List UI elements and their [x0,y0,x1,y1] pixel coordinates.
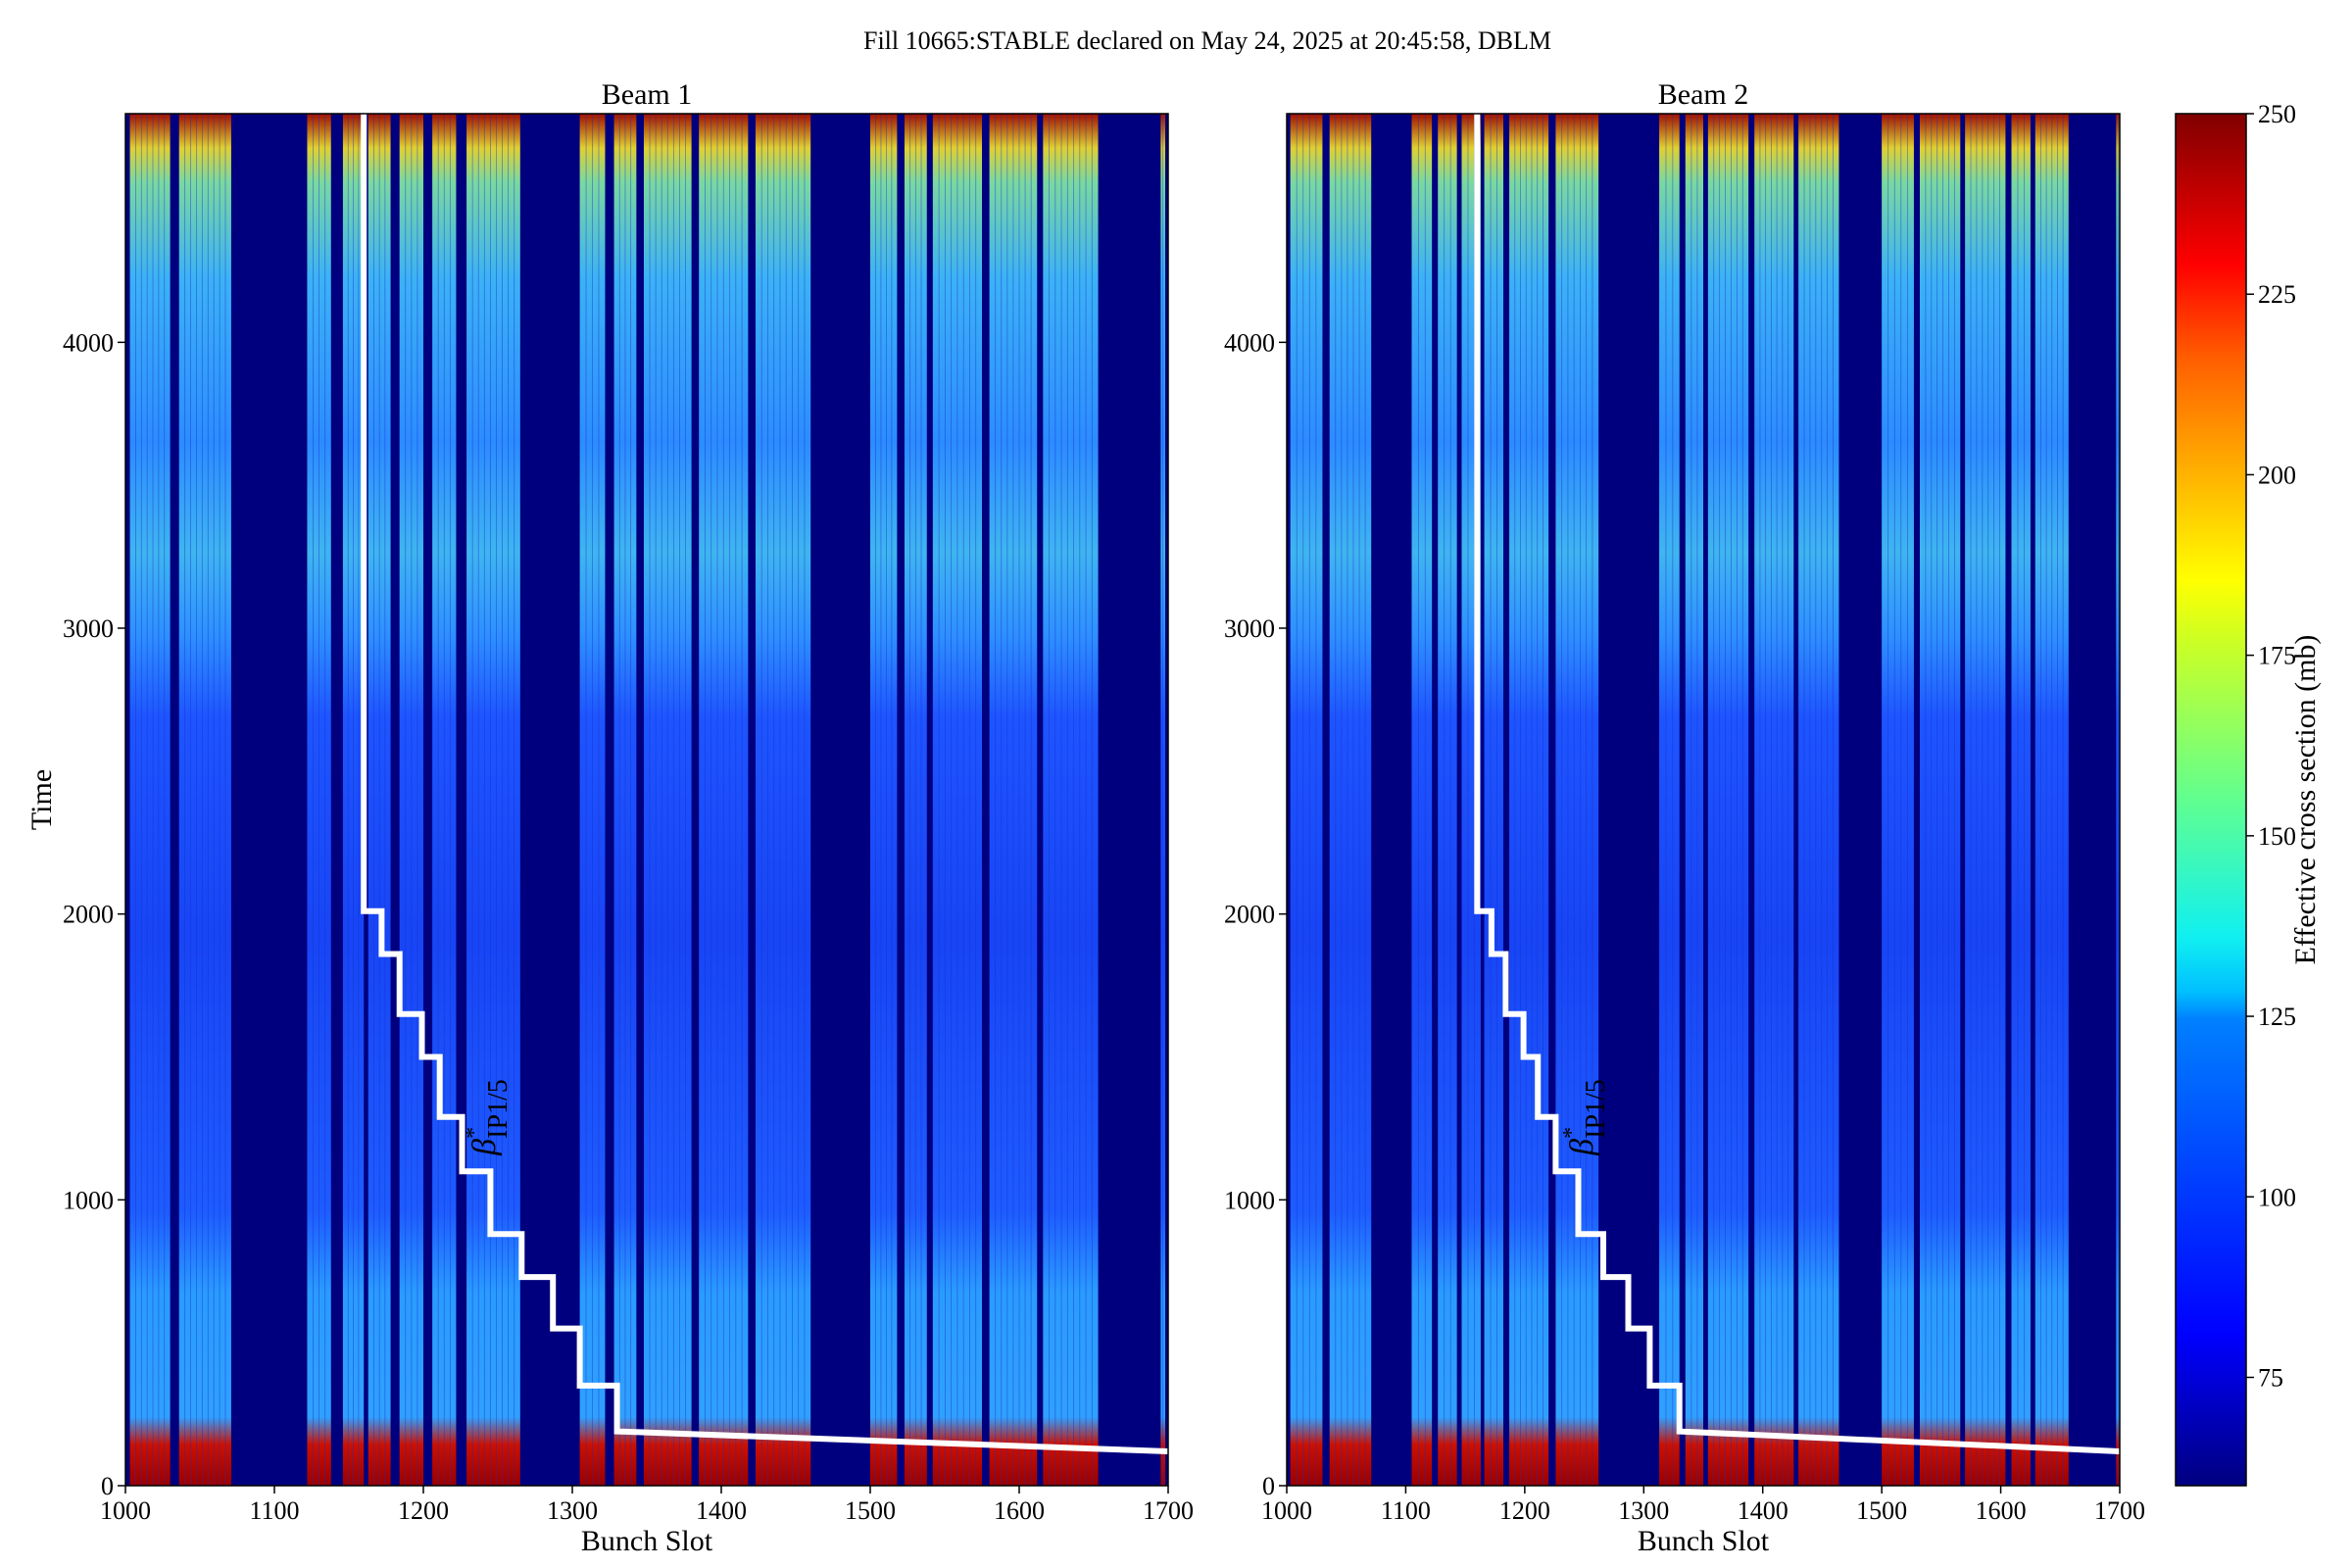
colorbar-gradient [2175,113,2247,1487]
figure-title: Fill 10665:STABLE declared on May 24, 20… [863,26,1551,55]
y-tick-label: 0 [101,1472,114,1500]
x-axis-label: Bunch Slot [1638,1525,1770,1557]
x-tick-label: 1700 [1143,1496,1194,1525]
bunch-group [1290,114,1323,1486]
bunch-group [1555,114,1599,1486]
plot-frame [1286,113,2121,1487]
x-tick-label: 1500 [1856,1496,1907,1525]
x-tick-label: 1600 [994,1496,1045,1525]
colorbar-tick-label: 175 [2258,642,2296,670]
bunch-group [755,114,811,1486]
y-tick-label: 4000 [1224,328,1275,357]
y-tick-label: 1000 [63,1186,114,1214]
x-tick-label: 1100 [1381,1496,1431,1525]
y-tick-label: 0 [1262,1472,1275,1500]
x-tick-label: 1300 [547,1496,598,1525]
beta-star-step-line [361,114,1169,1454]
x-tick-label: 1300 [1618,1496,1669,1525]
panel-title: Beam 2 [1658,78,1748,111]
bunch-group [1707,114,1749,1486]
colorbar-tick-label: 250 [2258,100,2296,128]
x-tick-label: 1500 [845,1496,896,1525]
panel-title: Beam 1 [602,78,692,111]
x-tick-label: 1400 [1738,1496,1788,1525]
bunch-group [1685,114,1703,1486]
bunch-group [1043,114,1099,1486]
beta-star-step-line [1474,114,2121,1454]
bunch-group [178,114,231,1486]
y-tick-label: 3000 [1224,614,1275,643]
x-tick-label: 1100 [249,1496,299,1525]
y-tick-label: 1000 [1224,1186,1275,1214]
bunch-group [1438,114,1457,1486]
x-tick-label: 1600 [1976,1496,2027,1525]
beta-star-annotation: β*IP1/5 [1559,1079,1611,1156]
y-tick-label: 2000 [63,901,114,929]
x-tick-label: 1000 [1261,1496,1312,1525]
y-tick-label: 4000 [63,328,114,357]
bunch-group [1659,114,1680,1486]
bunch-group [466,114,520,1486]
bunch-group [1329,114,1372,1486]
plot-frame [124,113,1169,1487]
bunch-group [1965,114,2006,1486]
bunch-group [1920,114,1961,1486]
colorbar-tick-label: 125 [2258,1003,2296,1031]
x-axis-label: Bunch Slot [581,1525,713,1557]
x-tick-label: 1700 [2094,1496,2145,1525]
beam-2-panel: β*IP1/5 Beam 2 1000 1100 1200 1300 1400 1500 160… [1224,78,2145,1557]
x-tick-label: 1000 [100,1496,151,1525]
bunch-group [870,114,898,1486]
colorbar-tick-label: 100 [2258,1183,2296,1211]
y-tick-label: 2000 [1224,901,1275,929]
y-tick-label: 3000 [63,614,114,643]
colorbar-tick-label: 225 [2258,280,2296,309]
bunch-group [1509,114,1549,1486]
colorbar-tick-label: 150 [2258,822,2296,851]
bunch-group [2011,114,2031,1486]
colorbar-tick-label: 75 [2258,1363,2283,1392]
beam-1-panel: β*IP1/5 Beam 1 1000 1100 1200 1300 1400 1500 160… [25,78,1194,1557]
bunch-group [129,114,171,1486]
y-axis-label: Time [25,769,58,830]
colorbar: Effective cross section (mb) 75 100 125 150… [2175,100,2322,1487]
bunch-group [1484,114,1503,1486]
colorbar-label: Effective cross section (mb) [2289,635,2322,965]
bunch-group [1411,114,1433,1486]
x-tick-label: 1200 [398,1496,449,1525]
bunch-group [1882,114,1914,1486]
colorbar-tick-label: 200 [2258,461,2296,489]
bunch-group [1798,114,1839,1486]
x-tick-label: 1200 [1499,1496,1550,1525]
bunch-group [1754,114,1794,1486]
beta-star-annotation: β*IP1/5 [462,1079,514,1156]
x-tick-label: 1400 [696,1496,747,1525]
